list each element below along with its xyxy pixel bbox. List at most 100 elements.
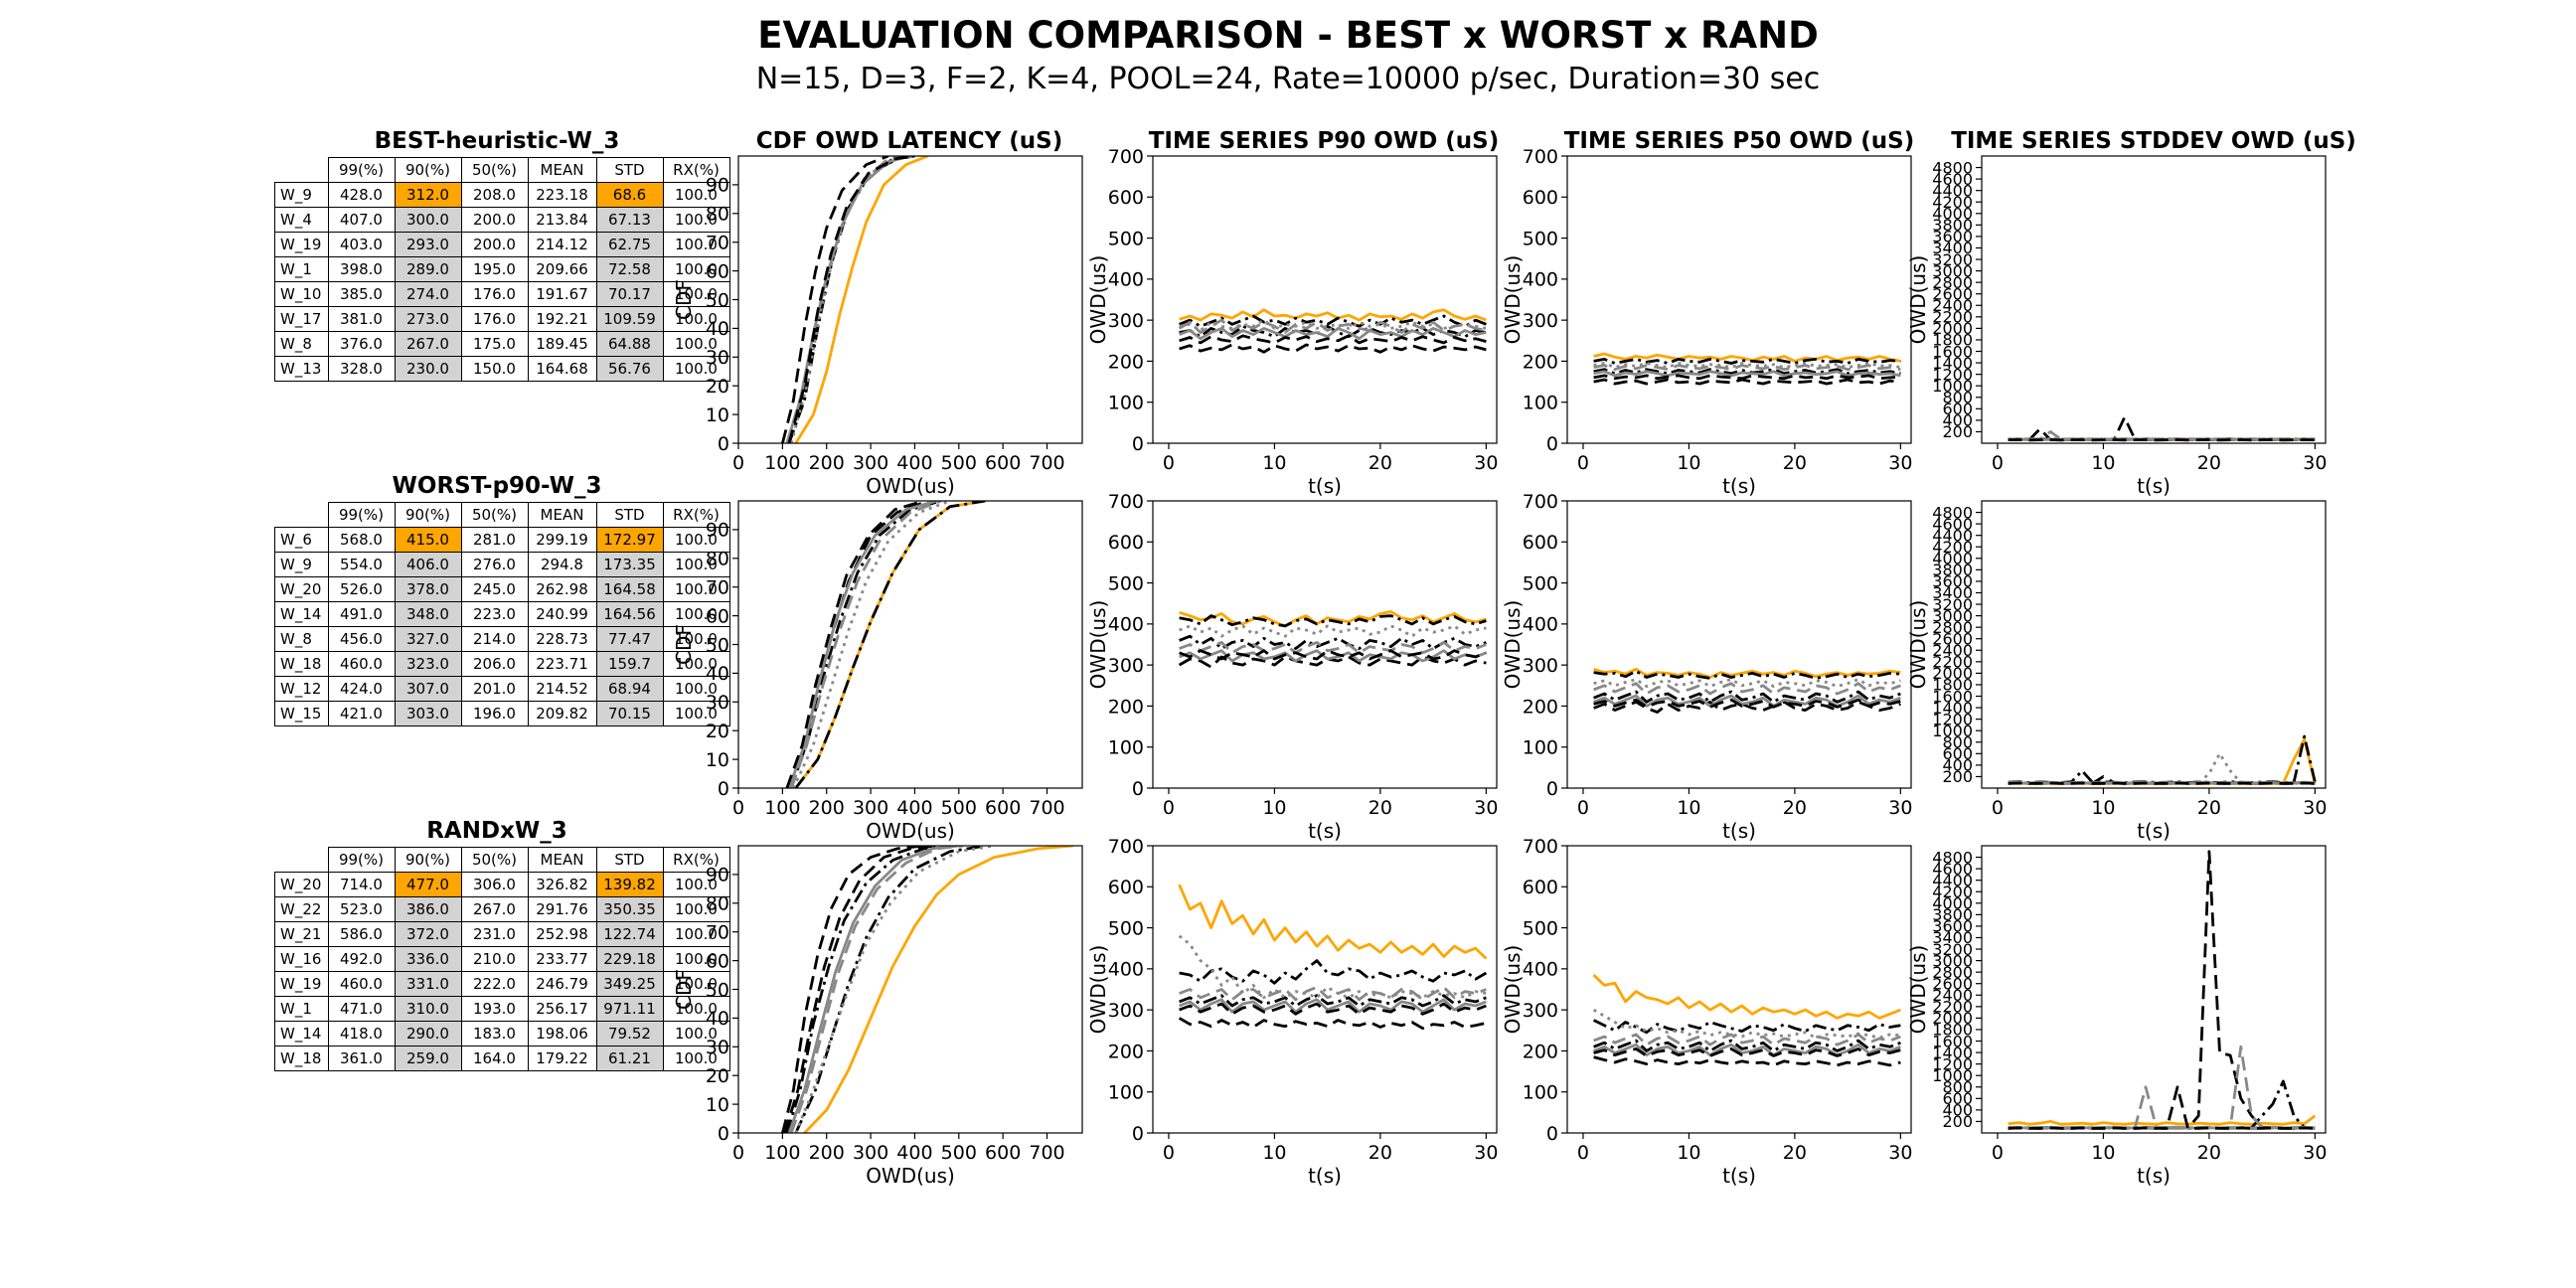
y-tick-label: 60 [706,260,729,282]
table-row: W_14 418.0 290.0 183.0 198.06 79.52 100.0 [274,1021,730,1046]
table-row: W_16 492.0 336.0 210.0 233.77 229.18 100.0 [274,946,730,972]
table-cell: 245.0 [460,576,529,602]
y-tick-label: 10 [706,749,729,771]
y-tick-label: 10 [706,1094,729,1116]
y-axis-label: OWD(us) [1906,945,1930,1035]
y-tick-label: 100 [1523,1082,1558,1104]
series-line [803,846,1074,1133]
y-tick-label: 1000 [1932,722,1973,740]
table-cell: 299.19 [527,527,597,553]
table-cell: 172.97 [595,527,664,553]
y-tick-label: 3800 [1932,216,1973,235]
table-cell: 192.21 [527,306,597,332]
table-cell: 456.0 [327,626,396,652]
y-tick-label: 3800 [1932,561,1973,579]
x-tick-label: 0 [1163,797,1175,819]
table-cell: 100.0 [662,946,730,972]
series-line [789,846,964,1133]
y-tick-label: 50 [706,979,729,1001]
y-tick-label: 4400 [1932,526,1973,545]
y-tick-label: 4200 [1932,193,1973,212]
x-axis-label: t(s) [2137,819,2171,843]
series-line [2008,1045,2316,1130]
table-header-row: 99(%) 90(%) 50(%) MEAN STD RX(%) [274,502,730,528]
y-tick-label: 4000 [1932,894,1973,913]
y-tick-label: 2600 [1932,629,1973,648]
table-cell: 714.0 [327,872,396,897]
y-tick-label: 10 [706,404,729,426]
y-axis-label: CDF [672,279,696,320]
x-tick-label: 0 [1577,797,1589,819]
y-tick-label: 4400 [1932,871,1973,889]
x-tick-label: 10 [2091,797,2115,819]
series-line [1179,994,1487,1008]
y-tick-label: 1200 [1932,1054,1973,1073]
series-line [787,846,959,1133]
table-cell: 159.7 [595,651,664,677]
y-tick-label: 100 [1108,1082,1144,1104]
row-label: W_4 [274,207,329,233]
series-line [1593,678,1901,688]
y-tick-label: 1800 [1932,331,1973,350]
y-tick-label: 500 [1108,917,1144,939]
x-tick-label: 10 [2091,452,2115,474]
y-tick-label: 3400 [1932,928,1973,947]
y-tick-label: 3800 [1932,905,1973,924]
plot-frame [737,155,1083,444]
series-line [1592,1019,1901,1035]
table-row: W_4 407.0 300.0 200.0 213.84 67.13 100.0 [274,207,730,233]
x-tick-label: 10 [1677,797,1700,819]
x-axis-label: OWD(us) [866,819,955,843]
table-row: W_8 456.0 327.0 214.0 228.73 77.47 100.0 [274,626,730,652]
table-cell: 100.0 [662,576,730,602]
table-cell: 150.0 [460,356,529,382]
y-tick-label: 100 [1523,737,1558,759]
series-line [1179,634,1487,650]
y-tick-label: 2200 [1932,308,1973,327]
table-cell: 100.0 [662,651,730,677]
table-row: W_15 421.0 303.0 196.0 209.82 70.15 100.0 [274,701,730,726]
y-tick-label: 4600 [1932,170,1973,189]
table-cell: 492.0 [327,946,396,972]
table-cell: 361.0 [327,1046,396,1071]
y-tick-label: 300 [1523,1000,1558,1022]
table-cell: 252.98 [527,921,597,947]
table-cell: 100.0 [662,971,730,997]
table-cell: 290.0 [394,1021,462,1046]
x-axis-label: t(s) [2137,1164,2171,1188]
table-cell: 328.0 [327,356,396,382]
table-cell: 262.98 [527,576,597,602]
table-cell: 67.13 [595,207,664,233]
x-axis-label: t(s) [2137,474,2171,498]
x-tick-label: 700 [1029,1142,1064,1164]
series-line [1179,314,1487,328]
y-tick-label: 200 [1108,1041,1144,1062]
y-tick-label: 100 [1108,393,1144,414]
table-cell: 100.0 [662,701,730,726]
x-tick-label: 0 [1577,1142,1589,1164]
series-line [783,846,937,1133]
x-tick-label: 10 [2091,1142,2115,1164]
table-cell: 428.0 [327,182,396,208]
row-label: W_18 [274,651,329,677]
y-axis-label: OWD(us) [1501,255,1525,345]
row-label: W_1 [274,256,329,282]
y-axis-label: OWD(us) [1501,600,1525,690]
table-cell: 208.0 [460,182,529,208]
table-row: W_13 328.0 230.0 150.0 164.68 56.76 100.0 [274,356,730,382]
x-tick-label: 700 [1029,452,1064,474]
y-tick-label: 4000 [1932,550,1973,568]
y-tick-label: 400 [1942,411,1973,430]
y-tick-label: 60 [706,605,729,627]
y-tick-label: 100 [1523,393,1558,414]
y-tick-label: 700 [1108,836,1144,858]
table-cell: 183.0 [460,1021,529,1046]
series-line [2008,415,2316,442]
table-cell: 77.47 [595,626,664,652]
row-label: W_8 [274,331,329,357]
table-cell: 200.0 [460,207,529,233]
table-cell: 229.18 [595,946,664,972]
series-group [1593,352,1901,386]
